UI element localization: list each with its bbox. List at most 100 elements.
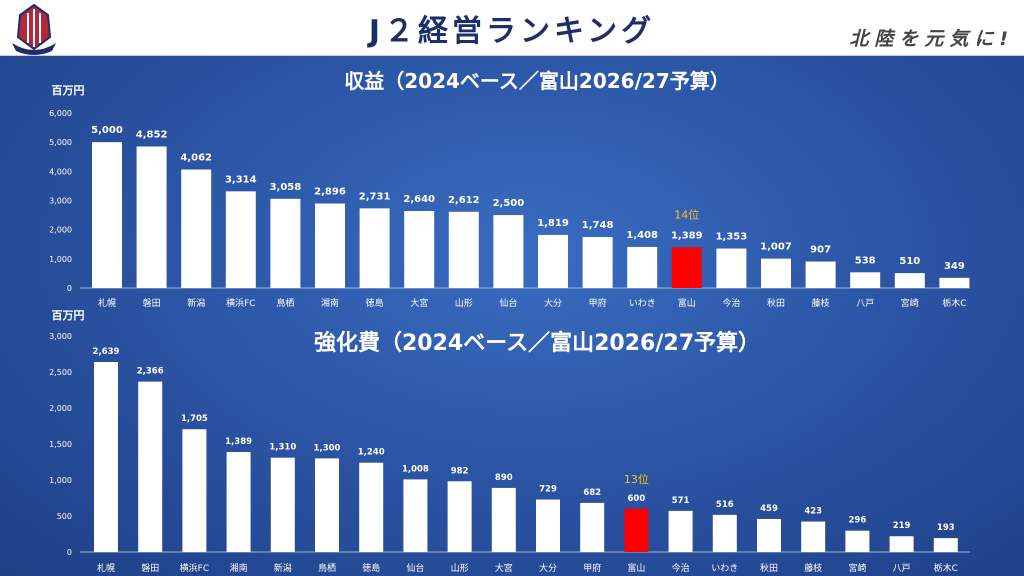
x-tick-label: 大分 xyxy=(539,562,557,574)
bar-大分 xyxy=(538,234,568,288)
bar-今治 xyxy=(716,248,747,288)
bar-磐田 xyxy=(136,146,167,288)
x-tick-label: いわき xyxy=(629,298,656,309)
x-tick-label: 山形 xyxy=(455,297,473,309)
data-label: 1,007 xyxy=(760,242,792,253)
bar-新潟 xyxy=(181,169,212,288)
data-label: 1,008 xyxy=(402,464,429,474)
data-label: 2,500 xyxy=(493,198,525,209)
x-tick-label: 今治 xyxy=(722,297,740,309)
data-label: 2,896 xyxy=(314,187,346,198)
bar-徳島 xyxy=(359,462,384,552)
bar-秋田 xyxy=(761,258,791,288)
data-label: 907 xyxy=(810,245,831,256)
x-tick-label: 栃木C xyxy=(934,562,958,574)
bar-横浜FC xyxy=(225,191,256,288)
slogan: 北陸を元気に! xyxy=(849,28,1014,50)
x-tick-label: 大分 xyxy=(544,297,562,309)
data-label: 459 xyxy=(760,504,778,514)
bar-磐田 xyxy=(138,381,163,552)
y-tick-label: 0 xyxy=(67,548,72,557)
bar-山形 xyxy=(448,211,479,288)
x-tick-label: 湘南 xyxy=(230,562,248,574)
y-tick-label: 2,000 xyxy=(49,404,72,413)
x-tick-label: 富山 xyxy=(678,297,696,309)
bar-鳥栖 xyxy=(315,458,339,552)
data-label: 2,612 xyxy=(448,195,480,206)
data-label: 1,310 xyxy=(269,443,296,453)
x-tick-label: 鳥栖 xyxy=(276,297,294,309)
rank-annotation: 13位 xyxy=(624,472,649,486)
x-tick-label: 秋田 xyxy=(760,562,778,574)
bar-徳島 xyxy=(359,208,390,288)
x-tick-label: 秋田 xyxy=(767,297,785,309)
y-tick-label: 1,500 xyxy=(49,440,72,449)
bar-鳥栖 xyxy=(270,198,301,288)
y-tick-label: 2,500 xyxy=(49,368,72,377)
bar-藤枝 xyxy=(801,521,826,552)
y-tick-label: 5,000 xyxy=(49,138,72,147)
data-label: 3,314 xyxy=(225,174,257,185)
bar-富山 xyxy=(624,508,649,552)
x-tick-label: 宮崎 xyxy=(848,562,866,574)
rank-annotation: 14位 xyxy=(674,207,699,221)
data-label: 3,058 xyxy=(270,182,302,193)
data-label: 600 xyxy=(628,494,646,504)
data-label: 1,300 xyxy=(314,443,341,453)
data-label: 5,000 xyxy=(91,125,123,136)
data-label: 982 xyxy=(451,466,469,476)
bar-新潟 xyxy=(270,457,295,552)
data-label: 1,389 xyxy=(671,230,703,241)
x-tick-label: 宮崎 xyxy=(901,297,919,309)
bar-仙台 xyxy=(493,215,524,288)
data-label: 510 xyxy=(899,256,920,267)
x-tick-label: 大宮 xyxy=(495,562,513,574)
x-tick-label: 鳥栖 xyxy=(318,562,336,574)
bar-藤枝 xyxy=(805,261,836,288)
bar-秋田 xyxy=(757,518,781,552)
bar-大宮 xyxy=(404,211,435,288)
data-label: 1,819 xyxy=(537,218,569,229)
y-tick-label: 6,000 xyxy=(49,109,72,118)
y-tick-label: 0 xyxy=(67,284,72,293)
x-tick-label: 新潟 xyxy=(274,562,292,574)
bar-いわき xyxy=(627,246,658,288)
bar-湘南 xyxy=(315,203,345,288)
club-crest-logo xyxy=(12,3,56,55)
data-label: 4,852 xyxy=(136,129,168,140)
bar-湘南 xyxy=(226,451,251,552)
x-tick-label: 甲府 xyxy=(583,562,601,574)
x-tick-label: 藤枝 xyxy=(804,562,822,574)
x-tick-label: 横浜FC xyxy=(180,562,209,574)
bar-山形 xyxy=(447,481,472,552)
data-label: 729 xyxy=(539,485,557,495)
page-title: J２経営ランキング xyxy=(368,14,656,49)
y-axis-unit: 百万円 xyxy=(52,84,85,97)
y-tick-label: 1,000 xyxy=(49,476,72,485)
data-label: 193 xyxy=(937,523,955,533)
x-tick-label: 八戸 xyxy=(893,563,911,574)
data-label: 1,705 xyxy=(181,414,208,424)
x-tick-label: 大宮 xyxy=(410,297,428,309)
x-tick-label: 札幌 xyxy=(98,297,116,309)
x-tick-label: 仙台 xyxy=(406,562,424,574)
bar-八戸 xyxy=(850,272,881,288)
bar-札幌 xyxy=(92,142,122,288)
data-label: 2,639 xyxy=(93,347,120,357)
bar-富山 xyxy=(671,247,702,288)
chart-title: 強化費（2024ベース／富山2026/27予算） xyxy=(314,330,760,356)
x-tick-label: 今治 xyxy=(672,562,690,574)
data-label: 1,240 xyxy=(358,448,385,458)
bar-宮崎 xyxy=(894,273,925,288)
x-tick-label: いわき xyxy=(711,563,738,574)
bar-仙台 xyxy=(403,479,428,552)
data-label: 1,389 xyxy=(225,437,252,447)
data-label: 1,748 xyxy=(582,220,614,231)
x-tick-label: 藤枝 xyxy=(812,297,830,309)
data-label: 219 xyxy=(893,521,911,531)
chart-title: 収益（2024ベース／富山2026/27予算） xyxy=(344,69,729,93)
bar-今治 xyxy=(668,510,693,552)
x-tick-label: 湘南 xyxy=(321,297,339,309)
data-label: 349 xyxy=(944,261,965,272)
x-tick-label: 磐田 xyxy=(141,562,159,574)
